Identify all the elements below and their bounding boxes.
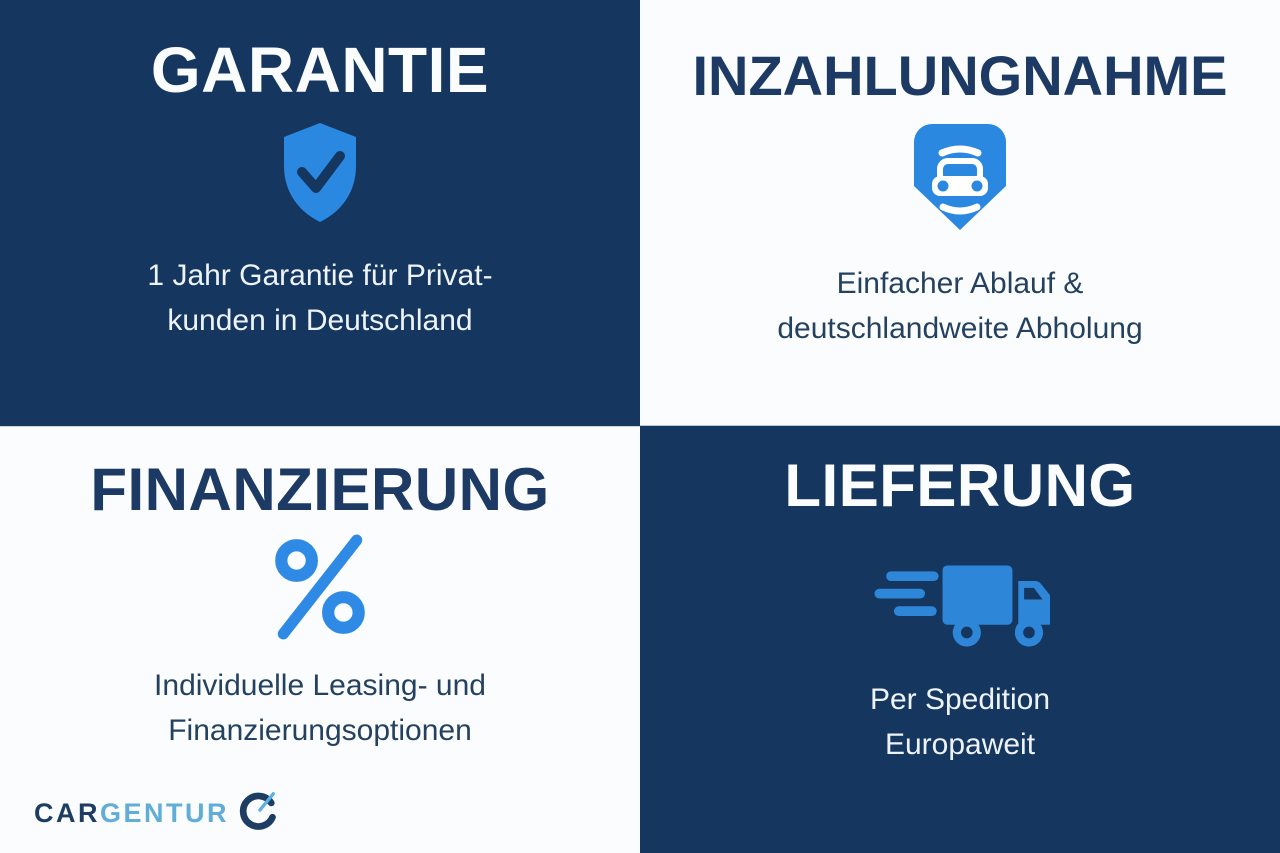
lieferung-line-2: Europaweit xyxy=(884,728,1036,761)
quadrant-lieferung: LIEFERUNG Per Spedition Europaweit xyxy=(640,426,1280,853)
logo-text-car: CAR xyxy=(34,798,100,828)
inzahlungnahme-line-1: Einfacher Ablauf & xyxy=(836,267,1084,300)
cargentur-c-icon xyxy=(237,790,279,837)
cargentur-logo: CARGENTUR xyxy=(34,790,279,837)
finanzierung-description: Individuelle Leasing- und Finanzierungso… xyxy=(154,663,486,753)
garantie-line-1: 1 Jahr Garantie für Privat- xyxy=(147,259,493,292)
finanzierung-title: FINANZIERUNG xyxy=(90,456,550,523)
inzahlungnahme-line-2: deutschlandweite Abholung xyxy=(777,312,1143,345)
delivery-truck-icon xyxy=(870,548,1054,655)
garantie-description: 1 Jahr Garantie für Privat- kunden in De… xyxy=(147,253,492,343)
finanzierung-line-1: Individuelle Leasing- und xyxy=(154,669,486,702)
percent-icon xyxy=(271,532,369,647)
logo-text-gentur: GENTUR xyxy=(100,798,229,828)
quadrant-finanzierung: FINANZIERUNG Individuelle Leasing- und F… xyxy=(0,426,640,853)
lieferung-description: Per Spedition Europaweit xyxy=(870,677,1050,767)
finanzierung-line-2: Finanzierungsoptionen xyxy=(168,714,472,747)
lieferung-line-1: Per Spedition xyxy=(869,683,1051,716)
quadrant-inzahlungnahme: INZAHLUNGNAHME Einfacher Ablauf & deutsc… xyxy=(640,0,1280,426)
inzahlungnahme-description: Einfacher Ablauf & deutschlandweite Abho… xyxy=(777,261,1142,351)
inzahlungnahme-title: INZAHLUNGNAHME xyxy=(692,44,1228,107)
garantie-line-2: kunden in Deutschland xyxy=(167,304,473,337)
car-badge-icon xyxy=(910,120,1010,241)
shield-check-icon xyxy=(270,118,370,233)
quadrant-garantie: GARANTIE 1 Jahr Garantie für Privat- kun… xyxy=(0,0,640,426)
cargentur-logo-text: CARGENTUR xyxy=(34,800,229,827)
lieferung-title: LIEFERUNG xyxy=(784,452,1136,519)
garantie-title: GARANTIE xyxy=(150,34,490,106)
